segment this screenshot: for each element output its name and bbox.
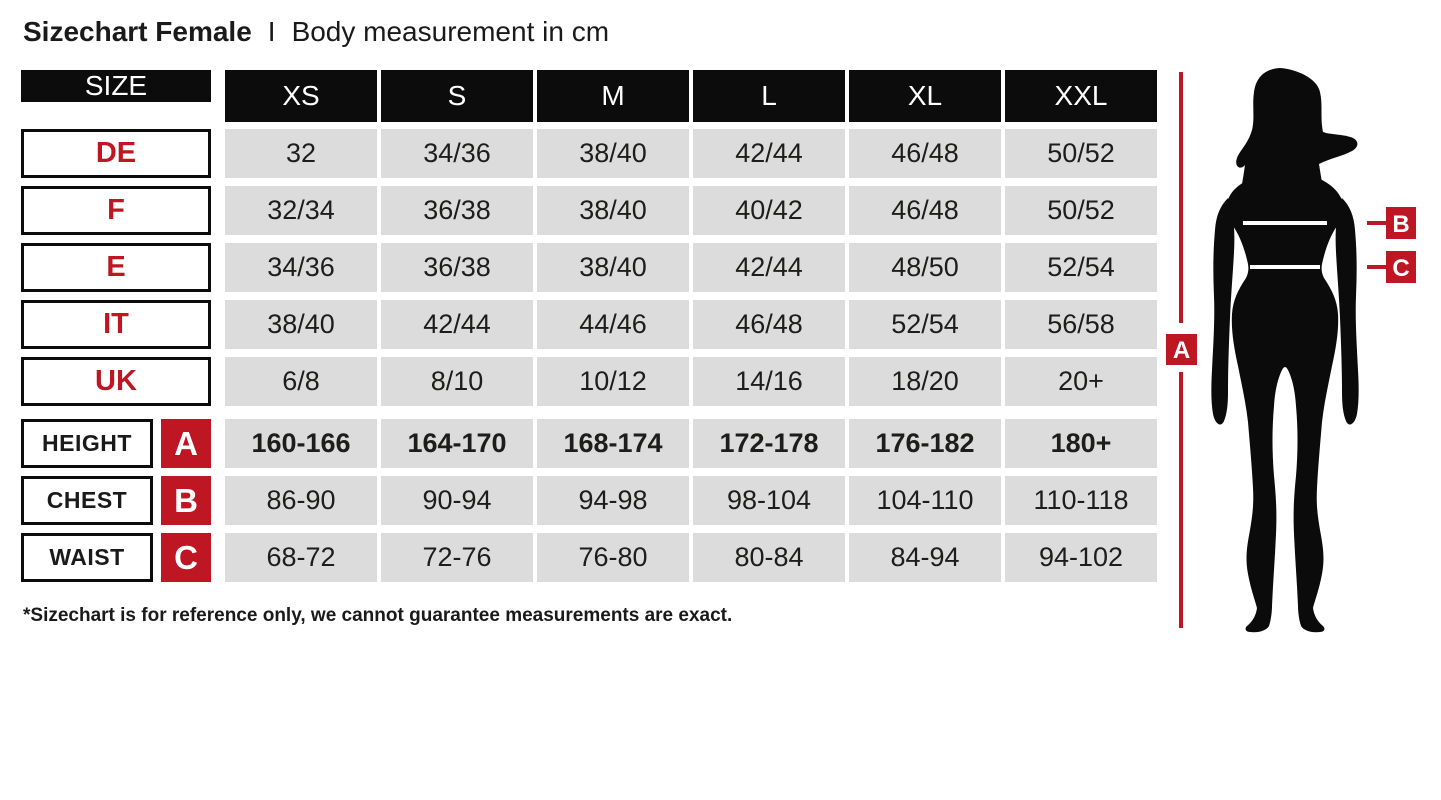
table-cell: 10/12 [537, 357, 689, 406]
table-cell: 38/40 [225, 300, 377, 349]
table-row-waist: WAIST C 68-72 72-76 76-80 80-84 84-94 94… [21, 533, 1157, 582]
chest-marker-b: B [1367, 207, 1416, 239]
page-title: Sizechart Female I Body measurement in c… [23, 16, 609, 48]
row-label-e: E [21, 243, 211, 292]
table-cell: 32/34 [225, 186, 377, 235]
table-row-e: E 34/36 36/38 38/40 42/44 48/50 52/54 [21, 243, 1157, 292]
female-silhouette-graphic: A B C [1166, 68, 1416, 633]
table-cell: 42/44 [693, 243, 845, 292]
table-cell: 18/20 [849, 357, 1001, 406]
column-header-m: M [537, 70, 689, 122]
table-row-de: DE 32 34/36 38/40 42/44 46/48 50/52 [21, 129, 1157, 178]
svg-text:C: C [1392, 255, 1409, 282]
table-cell: 46/48 [693, 300, 845, 349]
table-cell: 172-178 [693, 419, 845, 468]
row-label-f: F [21, 186, 211, 235]
table-cell: 52/54 [1005, 243, 1157, 292]
table-cell: 42/44 [693, 129, 845, 178]
column-header-l: L [693, 70, 845, 122]
table-cell: 34/36 [225, 243, 377, 292]
marker-badge-b: B [161, 476, 211, 525]
table-cell: 50/52 [1005, 129, 1157, 178]
marker-badge-a: A [161, 419, 211, 468]
marker-badge-c: C [161, 533, 211, 582]
table-cell: 104-110 [849, 476, 1001, 525]
row-label-waist: WAIST [21, 533, 153, 582]
table-row-it: IT 38/40 42/44 44/46 46/48 52/54 56/58 [21, 300, 1157, 349]
female-silhouette [1211, 68, 1359, 633]
table-cell: 44/46 [537, 300, 689, 349]
column-header-xl: XL [849, 70, 1001, 122]
footnote: *Sizechart is for reference only, we can… [23, 605, 733, 626]
table-cell: 180+ [1005, 419, 1157, 468]
column-header-xxl: XXL [1005, 70, 1157, 122]
title-main: Sizechart Female [23, 16, 252, 47]
title-subtitle: Body measurement in cm [291, 16, 610, 47]
table-cell: 168-174 [537, 419, 689, 468]
row-label-chest: CHEST [21, 476, 153, 525]
table-cell: 38/40 [537, 243, 689, 292]
height-marker-a: A [1166, 72, 1197, 628]
table-header-row: SIZE XS S M L XL XXL [21, 70, 1157, 122]
table-cell: 14/16 [693, 357, 845, 406]
table-row-height: HEIGHT A 160-166 164-170 168-174 172-178… [21, 419, 1157, 468]
table-cell: 98-104 [693, 476, 845, 525]
table-cell: 36/38 [381, 243, 533, 292]
table-cell: 40/42 [693, 186, 845, 235]
table-cell: 80-84 [693, 533, 845, 582]
table-row-f: F 32/34 36/38 38/40 40/42 46/48 50/52 [21, 186, 1157, 235]
table-cell: 94-98 [537, 476, 689, 525]
table-cell: 50/52 [1005, 186, 1157, 235]
measurement-figure: A B C [1160, 60, 1441, 795]
size-chart-table: SIZE XS S M L XL XXL DE 32 34/36 38/40 4… [21, 70, 1157, 590]
column-header-s: S [381, 70, 533, 122]
column-header-xs: XS [225, 70, 377, 122]
svg-text:A: A [1173, 337, 1190, 364]
table-cell: 68-72 [225, 533, 377, 582]
table-cell: 76-80 [537, 533, 689, 582]
svg-text:B: B [1392, 211, 1409, 238]
row-label-uk: UK [21, 357, 211, 406]
table-cell: 94-102 [1005, 533, 1157, 582]
table-cell: 164-170 [381, 419, 533, 468]
table-cell: 36/38 [381, 186, 533, 235]
table-cell: 52/54 [849, 300, 1001, 349]
table-cell: 38/40 [537, 129, 689, 178]
table-cell: 90-94 [381, 476, 533, 525]
row-label-it: IT [21, 300, 211, 349]
table-cell: 160-166 [225, 419, 377, 468]
table-cell: 86-90 [225, 476, 377, 525]
table-cell: 46/48 [849, 186, 1001, 235]
table-cell: 110-118 [1005, 476, 1157, 525]
waist-marker-c: C [1367, 251, 1416, 283]
table-cell: 42/44 [381, 300, 533, 349]
table-cell: 20+ [1005, 357, 1157, 406]
table-cell: 32 [225, 129, 377, 178]
table-cell: 56/58 [1005, 300, 1157, 349]
table-cell: 84-94 [849, 533, 1001, 582]
table-cell: 38/40 [537, 186, 689, 235]
table-cell: 34/36 [381, 129, 533, 178]
table-cell: 72-76 [381, 533, 533, 582]
title-separator: I [267, 16, 276, 47]
size-header-cell: SIZE [21, 70, 211, 102]
table-cell: 6/8 [225, 357, 377, 406]
row-label-de: DE [21, 129, 211, 178]
table-cell: 176-182 [849, 419, 1001, 468]
table-cell: 48/50 [849, 243, 1001, 292]
table-cell: 8/10 [381, 357, 533, 406]
table-row-uk: UK 6/8 8/10 10/12 14/16 18/20 20+ [21, 357, 1157, 406]
table-row-chest: CHEST B 86-90 90-94 94-98 98-104 104-110… [21, 476, 1157, 525]
row-label-height: HEIGHT [21, 419, 153, 468]
table-cell: 46/48 [849, 129, 1001, 178]
